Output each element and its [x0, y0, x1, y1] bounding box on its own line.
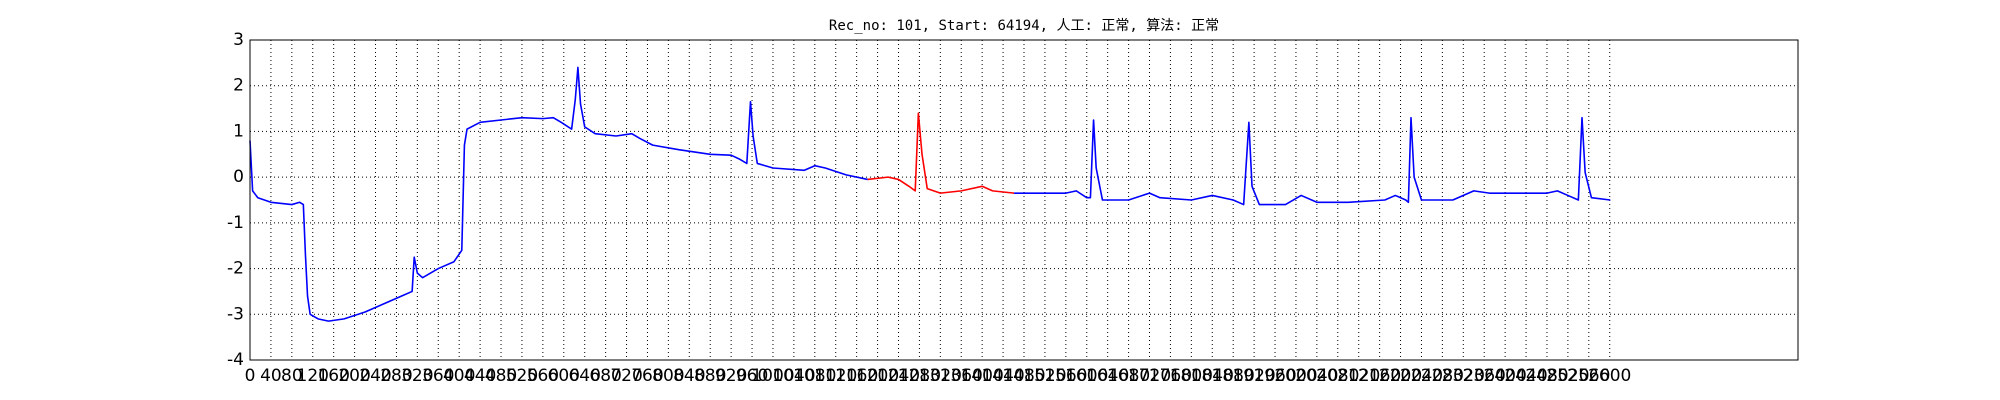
x-tick-label: 1960 — [1253, 366, 1296, 386]
x-tick-label: 400 — [443, 366, 475, 386]
x-tick-label: 1080 — [793, 366, 836, 386]
x-tick-label: 2000 — [1274, 366, 1317, 386]
x-tick-label: 560 — [527, 366, 559, 386]
x-tick-label: 2040 — [1295, 366, 1338, 386]
chart-title: Rec_no: 101, Start: 64194, 人工: 正常, 算法: 正… — [829, 18, 1219, 34]
y-tick-label: -2 — [227, 259, 244, 279]
x-tick-label: 2280 — [1421, 366, 1464, 386]
x-tick-label: 1720 — [1128, 366, 1171, 386]
x-tick-label: 1520 — [1023, 366, 1066, 386]
x-tick-label: 720 — [610, 366, 642, 386]
x-tick-label: 1360 — [940, 366, 983, 386]
x-tick-label: 2080 — [1316, 366, 1359, 386]
x-tick-label: 680 — [589, 366, 621, 386]
x-tick-label: 1040 — [772, 366, 815, 386]
x-tick-label: 800 — [652, 366, 684, 386]
x-tick-label: 1880 — [1212, 366, 1255, 386]
x-tick-label: 1280 — [898, 366, 941, 386]
x-tick-label: 1440 — [981, 366, 1024, 386]
x-tick-label: 280 — [380, 366, 412, 386]
series-line — [867, 112, 1015, 194]
x-tick-label: 240 — [359, 366, 391, 386]
x-tick-label: 2480 — [1525, 366, 1568, 386]
y-tick-label: 3 — [233, 30, 244, 50]
x-tick-label: 1320 — [919, 366, 962, 386]
x-tick-label: 600 — [548, 366, 580, 386]
x-tick-label: 1800 — [1170, 366, 1213, 386]
x-tick-label: 1160 — [835, 366, 878, 386]
x-tick-label: 880 — [694, 366, 726, 386]
x-tick-label: 1480 — [1002, 366, 1045, 386]
x-tick-label: 1240 — [877, 366, 920, 386]
x-tick-label: 1840 — [1191, 366, 1234, 386]
x-tick-label: 960 — [736, 366, 768, 386]
x-tick-label: 2120 — [1337, 366, 1380, 386]
x-tick-label: 0 — [245, 366, 256, 386]
x-tick-label: 2520 — [1546, 366, 1589, 386]
x-tick-label: 1760 — [1149, 366, 1192, 386]
x-tick-label: 2200 — [1379, 366, 1422, 386]
x-tick-label: 1560 — [1044, 366, 1087, 386]
x-tick-label: 2560 — [1567, 366, 1610, 386]
x-tick-label: 2320 — [1442, 366, 1485, 386]
x-tick-label: 40 — [260, 366, 282, 386]
x-tick-label: 520 — [506, 366, 538, 386]
x-tick-label: 1200 — [856, 366, 899, 386]
y-tick-label: 2 — [233, 76, 244, 96]
x-tick-label: 80 — [281, 366, 303, 386]
x-tick-label: 440 — [464, 366, 496, 386]
x-tick-label: 1600 — [1065, 366, 1108, 386]
x-tick-label: 920 — [715, 366, 747, 386]
x-tick-label: 2240 — [1400, 366, 1443, 386]
x-tick-label: 1640 — [1086, 366, 1129, 386]
y-tick-label: 1 — [233, 121, 244, 141]
x-tick-label: 200 — [338, 366, 370, 386]
x-tick-label: 360 — [422, 366, 454, 386]
y-tick-label: -3 — [227, 304, 244, 324]
x-tick-label: 640 — [568, 366, 600, 386]
y-tick-label: -4 — [227, 350, 244, 370]
x-tick-label: 120 — [297, 366, 329, 386]
x-tick-label: 320 — [401, 366, 433, 386]
x-tick-label: 480 — [485, 366, 517, 386]
x-tick-label: 1000 — [751, 366, 794, 386]
x-tick-label: 2600 — [1588, 366, 1631, 386]
x-tick-label: 1400 — [961, 366, 1004, 386]
x-tick-label: 760 — [631, 366, 663, 386]
x-tick-label: 1920 — [1232, 366, 1275, 386]
y-tick-label: 0 — [233, 167, 244, 187]
x-tick-label: 1680 — [1107, 366, 1150, 386]
x-tick-label: 2160 — [1358, 366, 1401, 386]
x-tick-label: 840 — [673, 366, 705, 386]
x-tick-label: 160 — [317, 366, 349, 386]
x-tick-label: 2400 — [1484, 366, 1527, 386]
y-tick-label: -1 — [227, 213, 244, 233]
x-tick-label: 1120 — [814, 366, 857, 386]
series-line — [249, 66, 1611, 322]
plot-frame — [249, 39, 1799, 361]
x-tick-label: 2360 — [1463, 366, 1506, 386]
x-tick-label: 2440 — [1504, 366, 1547, 386]
